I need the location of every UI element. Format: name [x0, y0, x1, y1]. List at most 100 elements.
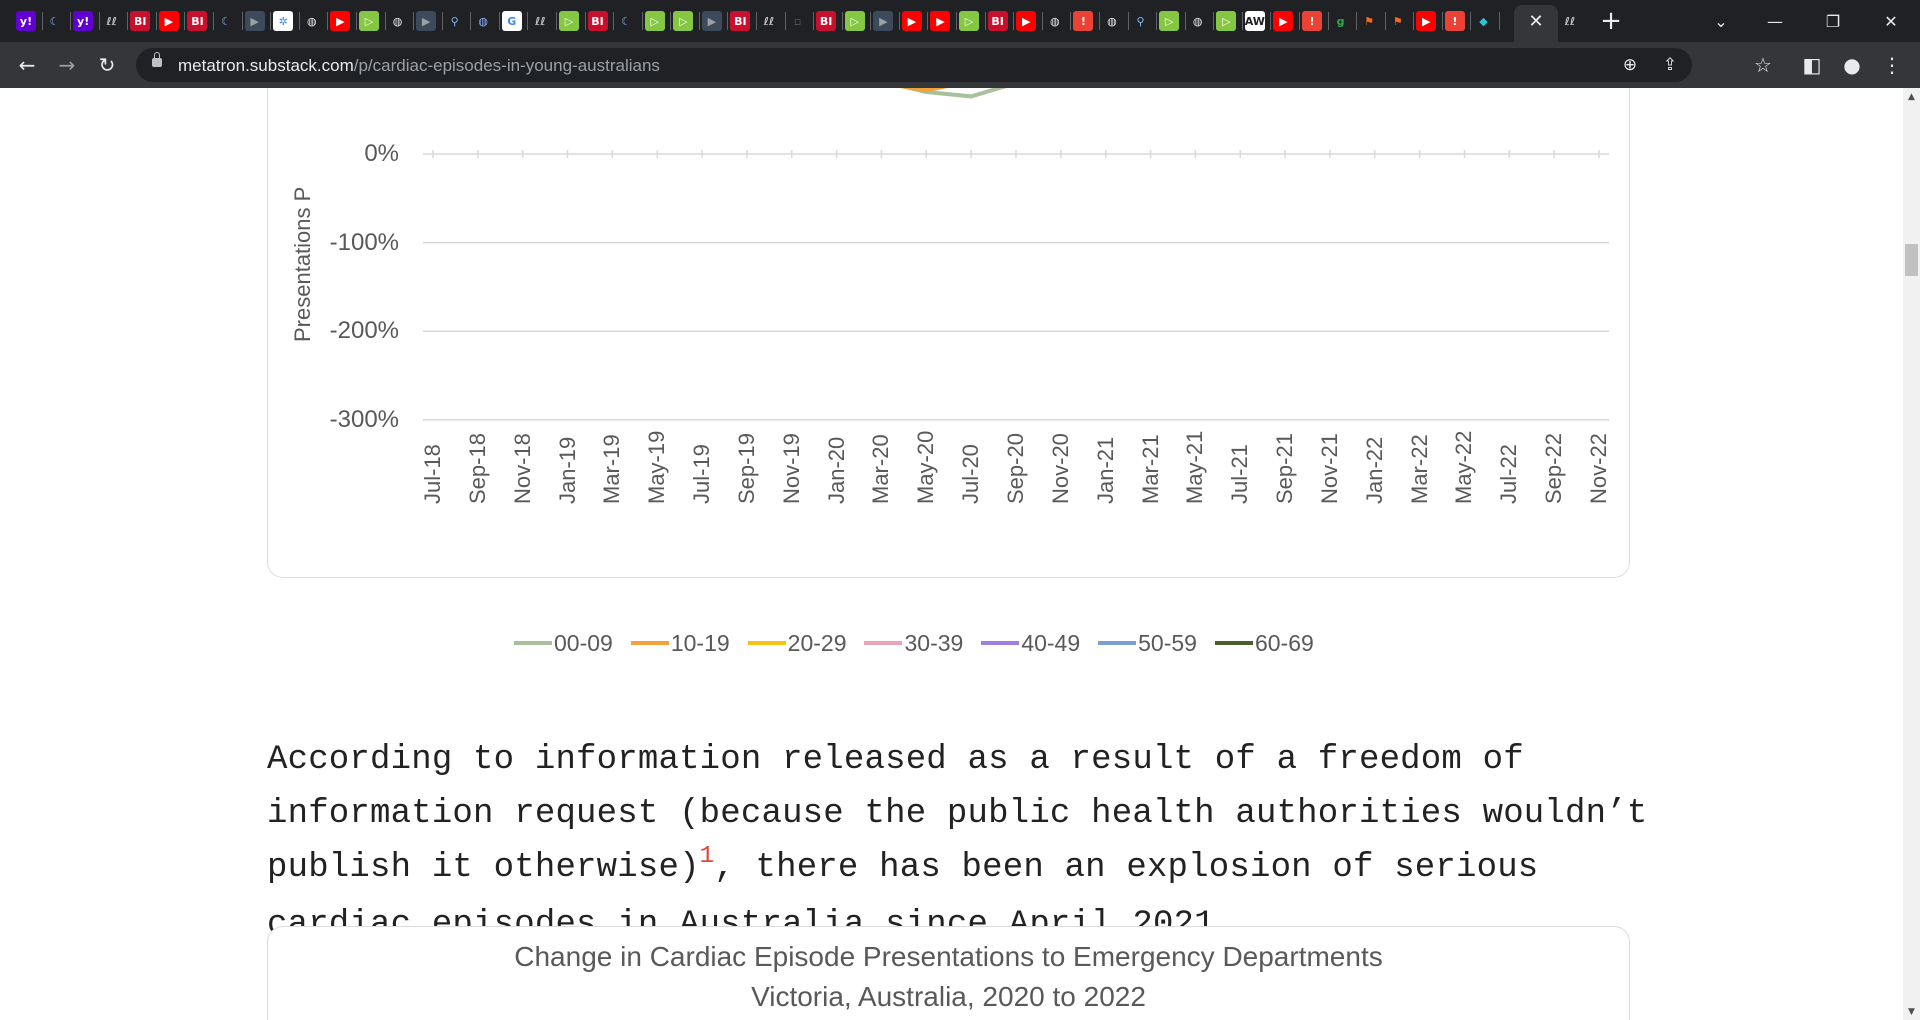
x-tick-label: Jul-20 [958, 444, 984, 504]
arrow-icon[interactable]: ▶ [416, 11, 437, 31]
arrow-icon[interactable]: ▶ [244, 11, 265, 31]
blank-icon[interactable]: ▫ [787, 11, 808, 31]
bi-icon[interactable]: BI [587, 11, 608, 31]
tab-separator [613, 12, 615, 30]
lock-icon[interactable] [152, 52, 162, 67]
script-icon[interactable]: ℓℓ [530, 11, 551, 31]
globe-icon[interactable]: ◍ [387, 11, 408, 31]
legend-swatch [1214, 641, 1253, 645]
x-tick-label: Nov-20 [1047, 433, 1073, 504]
legend-label: 30-39 [904, 629, 964, 656]
tab-separator [1213, 12, 1215, 30]
x-tick-label: May-21 [1182, 430, 1208, 504]
tab-separator [98, 12, 100, 30]
moon-icon[interactable]: ☾ [44, 11, 65, 31]
tab-separator [1384, 12, 1386, 30]
rumble-icon[interactable]: ▷ [1159, 11, 1180, 31]
moon-icon[interactable]: ☾ [216, 11, 237, 31]
bi-icon[interactable]: BI [987, 11, 1008, 31]
globe-icon[interactable]: ◍ [1101, 11, 1122, 31]
bookmark-icon[interactable]: ⚑ [1387, 11, 1408, 31]
arrow-icon[interactable]: ▶ [701, 11, 722, 31]
bookmark-icon[interactable]: ⚑ [1359, 11, 1380, 31]
kite-icon[interactable]: ◆ [1473, 11, 1494, 31]
moon-icon[interactable]: ☾ [616, 11, 637, 31]
arrow-icon[interactable]: ▶ [873, 11, 894, 31]
footnote-link[interactable]: 1 [699, 843, 715, 870]
youtube-icon[interactable]: ▶ [330, 11, 351, 31]
forward-button[interactable]: → [58, 53, 76, 77]
bi-icon[interactable]: BI [730, 11, 751, 31]
rumble-icon[interactable]: ▷ [844, 11, 865, 31]
search-icon[interactable]: ⚲ [1130, 11, 1151, 31]
script-icon[interactable]: ℓℓ [101, 11, 122, 31]
search-icon[interactable]: ⚲ [444, 11, 465, 31]
script-icon[interactable]: ℓℓ [759, 11, 779, 31]
globe-icon[interactable]: ◍ [301, 11, 322, 31]
minimize-button[interactable]: — [1767, 11, 1783, 31]
tab-separator [1441, 12, 1443, 30]
side-panel-icon[interactable]: ◧ [1802, 53, 1822, 77]
scroll-down-icon[interactable]: ▼ [1908, 1006, 1915, 1017]
address-bar[interactable]: metatron.substack.com/p/cardiac-episodes… [136, 48, 1692, 82]
scroll-up-icon[interactable]: ▲ [1908, 91, 1915, 102]
rumble-icon[interactable]: ▷ [1216, 11, 1237, 31]
bi-icon[interactable]: BI [130, 11, 151, 31]
scrollbar-thumb[interactable] [1905, 244, 1918, 276]
tab-search-chevron-icon[interactable]: ⌄ [1714, 11, 1728, 31]
youtube-icon[interactable]: ▶ [1016, 11, 1037, 31]
back-button[interactable]: ← [18, 53, 36, 77]
tab-separator [355, 12, 357, 30]
bookmark-star-icon[interactable]: ☆ [1754, 53, 1772, 77]
tab-separator [241, 12, 243, 30]
script-icon[interactable]: ℓℓ [1560, 11, 1580, 31]
youtube-icon[interactable]: ▶ [158, 11, 179, 31]
profile-icon[interactable]: ● [1843, 53, 1861, 77]
alert-icon[interactable]: ! [1301, 11, 1322, 31]
globe-icon[interactable]: ◍ [1187, 11, 1208, 31]
youtube-icon[interactable]: ▶ [1416, 11, 1437, 31]
globe-icon[interactable]: ◍ [473, 11, 494, 31]
rumble-icon[interactable]: ▷ [644, 11, 665, 31]
active-tab[interactable] [1514, 5, 1558, 42]
alert-icon[interactable]: ! [1444, 11, 1465, 31]
rumble-icon[interactable]: ▷ [673, 11, 694, 31]
legend-item: 10-19 [630, 630, 730, 657]
new-tab-button[interactable]: + [1600, 6, 1622, 36]
zoom-icon[interactable]: ⊕ [1622, 55, 1638, 75]
legend-item: 30-39 [864, 630, 963, 657]
rumble-icon[interactable]: ▷ [358, 11, 379, 31]
alert-icon[interactable]: ! [1073, 11, 1094, 31]
tab-separator [270, 12, 272, 30]
tab-separator [1356, 12, 1358, 30]
yahoo-icon[interactable]: y! [73, 11, 94, 31]
yahoo-icon[interactable]: y! [16, 11, 36, 31]
google-icon[interactable]: G [501, 11, 522, 31]
globe-icon[interactable]: ◍ [1044, 11, 1065, 31]
restore-button[interactable]: ❐ [1825, 11, 1841, 31]
x-tick-label: Sep-20 [1003, 433, 1028, 504]
close-window-button[interactable]: ✕ [1884, 11, 1898, 31]
tab-separator [155, 12, 157, 30]
close-tab-icon[interactable]: ✕ [1528, 10, 1544, 32]
youtube-icon[interactable]: ▶ [901, 11, 922, 31]
share-icon[interactable]: ⇪ [1662, 55, 1678, 75]
gettr-icon[interactable]: g [1330, 11, 1351, 31]
bi-icon[interactable]: BI [816, 11, 837, 31]
x-tick-label: Sep-18 [464, 433, 490, 504]
youtube-icon[interactable]: ▶ [1273, 11, 1294, 31]
page-scrollbar[interactable]: ▲ ▼ [1903, 88, 1920, 1020]
reload-button[interactable]: ↻ [98, 53, 116, 77]
rumble-icon[interactable]: ▷ [959, 11, 980, 31]
legend-label: 50-59 [1138, 629, 1197, 656]
x-tick-label: Mar-21 [1137, 434, 1163, 504]
puzzle-icon[interactable]: ✲ [273, 11, 294, 31]
youtube-icon[interactable]: ▶ [930, 11, 951, 31]
menu-icon[interactable]: ⋮ [1882, 53, 1902, 77]
bi-icon[interactable]: BI [187, 11, 208, 31]
url-text[interactable]: metatron.substack.com/p/cardiac-episodes… [178, 56, 660, 76]
x-tick-label: Mar-19 [599, 434, 625, 504]
rumble-icon[interactable]: ▷ [558, 11, 579, 31]
brand-icon[interactable]: AW [1245, 11, 1265, 31]
y-tick-label: -100% [329, 228, 399, 256]
